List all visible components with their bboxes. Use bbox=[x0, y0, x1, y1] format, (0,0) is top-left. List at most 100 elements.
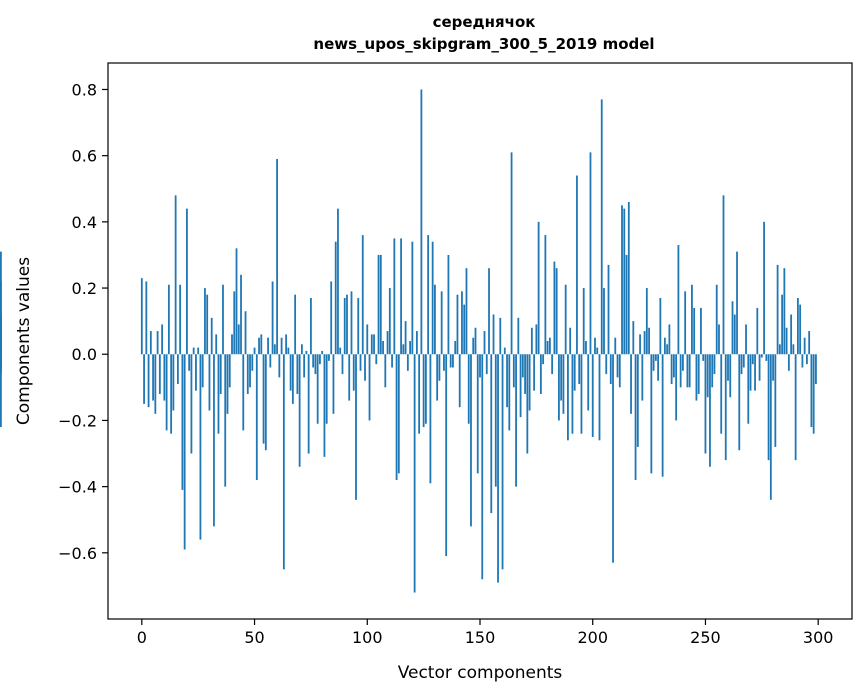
bar-196 bbox=[582, 288, 585, 355]
bar-266 bbox=[740, 354, 743, 375]
bar-150 bbox=[479, 354, 481, 378]
bar-146 bbox=[470, 354, 472, 527]
bar-64 bbox=[285, 334, 288, 355]
bar-259 bbox=[724, 354, 727, 461]
bar-74 bbox=[307, 354, 310, 454]
bar-99 bbox=[364, 354, 366, 381]
bar-156 bbox=[492, 314, 495, 355]
bar-174 bbox=[533, 354, 536, 391]
bar-179 bbox=[544, 235, 547, 355]
bar-42 bbox=[235, 248, 238, 355]
bar-77 bbox=[314, 354, 317, 375]
bar-285 bbox=[783, 268, 786, 355]
bar-238 bbox=[677, 245, 680, 355]
bar-153 bbox=[485, 354, 488, 375]
bar-284 bbox=[781, 294, 784, 355]
bar-81 bbox=[323, 354, 326, 457]
bar-261 bbox=[729, 354, 732, 398]
bar-226 bbox=[650, 354, 653, 474]
bar-231 bbox=[661, 354, 664, 477]
bar-109 bbox=[386, 331, 389, 355]
bar-32 bbox=[213, 354, 215, 527]
plot-frame bbox=[107, 62, 853, 620]
bar-138 bbox=[452, 354, 454, 368]
bar-205 bbox=[603, 288, 605, 355]
bar-80 bbox=[321, 350, 324, 355]
bar-279 bbox=[769, 354, 772, 500]
bar-133 bbox=[440, 291, 443, 355]
bar-54 bbox=[262, 354, 265, 444]
bar-117 bbox=[404, 321, 407, 355]
bar-6 bbox=[154, 354, 157, 414]
bar-254 bbox=[713, 354, 716, 375]
y-tick-label: −0.6 bbox=[58, 544, 97, 563]
bar-173 bbox=[530, 327, 533, 355]
bar-7 bbox=[156, 331, 159, 355]
y-tick-label: −0.2 bbox=[58, 411, 97, 430]
bar-260 bbox=[727, 354, 729, 381]
bar-298 bbox=[812, 354, 815, 434]
bar-145 bbox=[467, 354, 470, 424]
bar-69 bbox=[296, 354, 299, 394]
bar-17 bbox=[179, 284, 182, 355]
bar-166 bbox=[515, 354, 517, 487]
bar-274 bbox=[758, 354, 761, 381]
bar-84 bbox=[330, 281, 333, 355]
bar-89 bbox=[341, 354, 344, 375]
bar-291 bbox=[796, 297, 799, 355]
bar-191 bbox=[571, 354, 574, 434]
bar-92 bbox=[348, 354, 351, 401]
bar-289 bbox=[792, 344, 795, 355]
bar-9 bbox=[161, 324, 164, 355]
bar-233 bbox=[666, 344, 669, 355]
bar-221 bbox=[639, 334, 641, 355]
bar-125 bbox=[422, 354, 425, 428]
chart-subtitle: news_upos_skipgram_300_5_2019 model bbox=[313, 35, 654, 53]
bar-185 bbox=[558, 354, 560, 421]
bar-103 bbox=[373, 334, 375, 355]
bar-10 bbox=[163, 354, 166, 401]
bar-135 bbox=[445, 354, 448, 557]
bar-106 bbox=[379, 254, 382, 355]
bar-234 bbox=[668, 324, 671, 355]
bar-188 bbox=[564, 284, 567, 355]
bar-5 bbox=[152, 354, 154, 401]
bar-154 bbox=[488, 268, 490, 355]
bar-224 bbox=[645, 288, 648, 355]
bar-216 bbox=[627, 202, 630, 355]
bar-203 bbox=[598, 354, 601, 441]
bar-157 bbox=[494, 354, 497, 487]
bar-296 bbox=[808, 331, 811, 355]
bar-105 bbox=[377, 254, 380, 355]
bar-108 bbox=[384, 354, 387, 388]
x-tick-label: 200 bbox=[577, 628, 608, 647]
bar-178 bbox=[542, 354, 545, 365]
bar-299 bbox=[815, 354, 817, 385]
bar-267 bbox=[742, 354, 745, 368]
bar-164 bbox=[510, 152, 513, 355]
bar-204 bbox=[600, 99, 603, 355]
bar-223 bbox=[643, 331, 646, 355]
bar-294 bbox=[803, 337, 806, 355]
bar-44 bbox=[240, 274, 242, 355]
bar-208 bbox=[609, 354, 612, 385]
bar-262 bbox=[731, 301, 734, 355]
chart-title: середнячок bbox=[433, 13, 536, 31]
bar-86 bbox=[334, 241, 337, 355]
bar-51 bbox=[255, 354, 258, 480]
bar-251 bbox=[706, 354, 709, 398]
bar-60 bbox=[276, 158, 278, 355]
bar-36 bbox=[222, 284, 224, 355]
bar-79 bbox=[319, 354, 321, 365]
bar-276 bbox=[763, 221, 765, 355]
bar-110 bbox=[388, 288, 391, 355]
bar-140 bbox=[456, 294, 459, 355]
bar-213 bbox=[621, 205, 623, 355]
bar-1 bbox=[143, 354, 145, 404]
bar-169 bbox=[521, 354, 524, 378]
bar-258 bbox=[722, 195, 725, 355]
bar-246 bbox=[695, 354, 698, 401]
bar-200 bbox=[591, 354, 594, 437]
bar-94 bbox=[352, 354, 355, 391]
